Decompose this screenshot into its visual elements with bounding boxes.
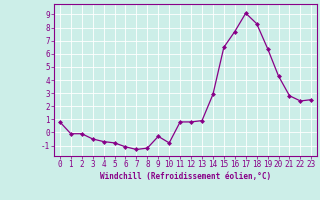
X-axis label: Windchill (Refroidissement éolien,°C): Windchill (Refroidissement éolien,°C) [100, 172, 271, 181]
